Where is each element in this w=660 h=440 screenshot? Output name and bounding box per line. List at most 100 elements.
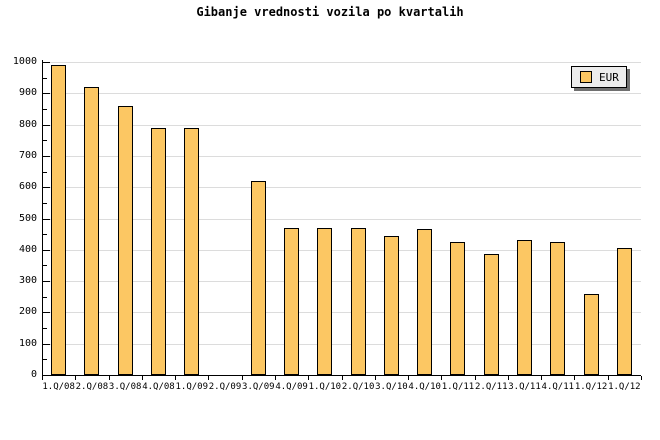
bar xyxy=(616,248,632,375)
bar xyxy=(350,227,366,375)
x-axis-line xyxy=(42,375,641,376)
y-axis-label: 400 xyxy=(18,243,37,255)
legend-color-swatch-icon xyxy=(580,71,592,83)
x-axis-label: 4.Q/10 xyxy=(408,382,441,392)
y-axis-tick-minor xyxy=(43,296,47,298)
x-axis-tick xyxy=(42,376,43,380)
x-axis-label: 2.Q/09 xyxy=(208,382,242,392)
y-axis-tick-major xyxy=(43,93,50,95)
x-axis-label: 1.Q/12 xyxy=(608,382,641,392)
x-axis-label: 3.Q/11 xyxy=(508,382,541,392)
bar xyxy=(483,254,499,375)
y-axis-tick-major xyxy=(43,343,50,345)
legend: EUR xyxy=(571,66,627,88)
y-axis-tick-major xyxy=(43,249,50,251)
y-axis-tick-minor xyxy=(43,234,47,236)
gridline xyxy=(43,155,641,157)
bar xyxy=(184,127,200,375)
x-axis-label: 1.Q/10 xyxy=(308,382,342,392)
y-axis-label: 0 xyxy=(30,369,37,380)
bar xyxy=(317,227,333,375)
y-axis-tick-major xyxy=(43,312,50,314)
x-axis-label: 4.Q/11 xyxy=(541,382,575,392)
x-axis-tick xyxy=(208,376,210,380)
bar xyxy=(250,180,266,375)
y-axis-tick-minor xyxy=(43,265,47,267)
bar xyxy=(150,127,166,375)
x-axis-tick xyxy=(641,376,642,380)
x-axis-tick xyxy=(474,376,476,380)
bar xyxy=(117,105,133,375)
gridline xyxy=(43,312,641,314)
x-axis-tick xyxy=(441,376,443,380)
x-axis-label: 2.Q/11 xyxy=(474,382,508,392)
x-axis-label: 3.Q/10 xyxy=(375,382,408,392)
x-axis-tick xyxy=(175,376,177,380)
x-axis-tick xyxy=(607,376,609,380)
x-axis-tick xyxy=(541,376,543,380)
y-axis-tick-major xyxy=(43,218,50,220)
x-axis-tick xyxy=(341,376,343,380)
y-axis-label: 100 xyxy=(18,337,37,349)
y-axis-tick-major xyxy=(43,124,50,126)
gridline xyxy=(43,62,641,63)
x-axis-label: 3.Q/08 xyxy=(108,382,142,392)
x-axis-tick xyxy=(75,376,77,380)
bar xyxy=(417,229,433,375)
gridline xyxy=(43,187,641,189)
y-axis-tick-minor xyxy=(43,77,47,79)
y-axis-tick-minor xyxy=(43,202,47,204)
x-axis-tick xyxy=(408,376,410,380)
gridline xyxy=(43,218,641,220)
y-axis-tick-minor xyxy=(43,171,47,173)
x-axis-label: 2.Q/08 xyxy=(75,382,109,392)
bar xyxy=(284,227,300,375)
x-axis-label: 3.Q/09 xyxy=(242,382,275,392)
x-axis-tick xyxy=(507,376,509,380)
x-axis-label: 4.Q/08 xyxy=(142,382,175,392)
y-axis-label: 500 xyxy=(18,212,37,224)
y-axis-line xyxy=(42,60,43,376)
gridline xyxy=(43,343,641,345)
y-axis-tick-major xyxy=(43,62,50,63)
x-axis-label: 1.Q/11 xyxy=(441,382,475,392)
y-axis-label: 800 xyxy=(18,118,37,130)
bar xyxy=(51,65,67,375)
y-axis-tick-minor xyxy=(43,359,47,361)
y-axis-tick-major xyxy=(43,281,50,283)
y-axis-label: 300 xyxy=(18,275,37,287)
legend-series-label: EUR xyxy=(599,70,619,84)
x-axis-tick xyxy=(374,376,376,380)
x-axis-label: 1.Q/12 xyxy=(574,382,608,392)
x-axis-tick xyxy=(141,376,143,380)
bar xyxy=(550,241,566,375)
y-axis-tick-minor xyxy=(43,108,47,110)
y-axis-label: 1000 xyxy=(12,56,37,67)
y-axis-label: 600 xyxy=(18,181,37,193)
x-axis-tick xyxy=(241,376,243,380)
bar xyxy=(517,240,533,375)
y-axis-tick-major xyxy=(43,155,50,157)
x-axis-label: 1.Q/09 xyxy=(175,382,208,392)
x-axis-tick xyxy=(108,376,110,380)
bar xyxy=(450,241,466,375)
bar xyxy=(383,235,399,375)
y-axis-tick-minor xyxy=(43,328,47,330)
x-axis-tick xyxy=(274,376,276,380)
y-axis-tick-major xyxy=(43,187,50,189)
bar xyxy=(583,293,599,375)
gridline xyxy=(43,124,641,126)
x-axis-tick xyxy=(308,376,310,380)
gridline xyxy=(43,93,641,95)
y-axis-label: 200 xyxy=(18,306,37,318)
x-axis-tick xyxy=(574,376,576,380)
gridline xyxy=(43,281,641,283)
y-axis-tick-minor xyxy=(43,140,47,142)
y-axis-label: 700 xyxy=(18,149,37,161)
y-axis-tick-major xyxy=(43,375,50,376)
x-axis-label: 1.Q/08 xyxy=(42,382,75,392)
gridline xyxy=(43,249,641,251)
bar xyxy=(84,87,100,375)
